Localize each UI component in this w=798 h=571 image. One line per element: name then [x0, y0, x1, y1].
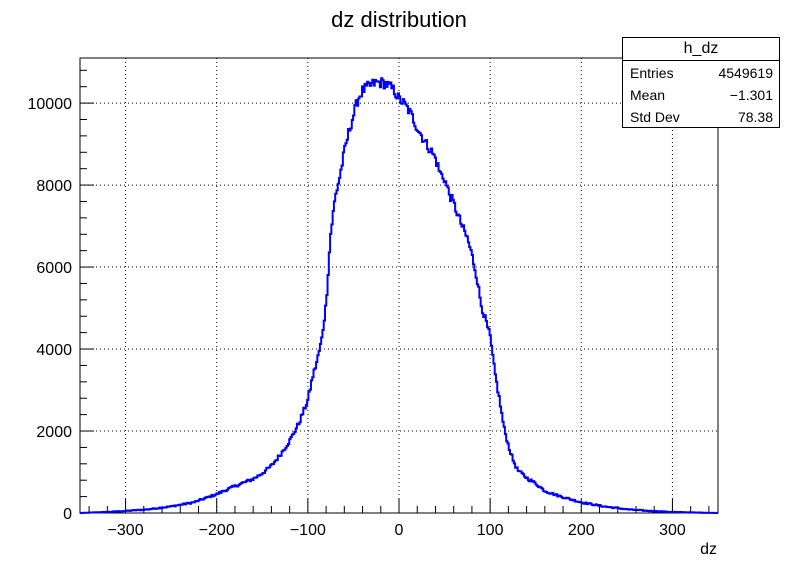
y-axis: 0 2000 4000 6000 8000 10000: [28, 69, 94, 523]
histogram-line: [80, 77, 718, 514]
stats-row-stddev: Std Dev 78.38: [623, 105, 779, 127]
stats-value: −1.301: [729, 87, 773, 103]
stats-title: h_dz: [623, 38, 779, 61]
stats-box: h_dz Entries 4549619 Mean −1.301 Std Dev…: [622, 37, 780, 128]
y-tick-label: 0: [63, 506, 72, 523]
x-tick-label: −300: [108, 522, 144, 539]
y-tick-label: 10000: [28, 96, 73, 113]
stats-row-entries: Entries 4549619: [623, 61, 779, 83]
x-axis-title: dz: [700, 541, 717, 558]
x-tick-label: −100: [290, 522, 326, 539]
stats-label: Entries: [630, 65, 674, 81]
stats-row-mean: Mean −1.301: [623, 83, 779, 105]
x-tick-label: 100: [477, 522, 504, 539]
x-axis: −300 −200 −100 0 100 200 300: [88, 499, 710, 539]
y-tick-label: 8000: [36, 178, 72, 195]
x-tick-label: −200: [199, 522, 235, 539]
chart-title: dz distribution: [331, 7, 467, 32]
stats-label: Std Dev: [630, 109, 680, 125]
stats-label: Mean: [630, 87, 666, 103]
x-tick-label: 300: [659, 522, 686, 539]
stats-value: 78.38: [737, 109, 773, 125]
x-tick-label: 0: [395, 522, 404, 539]
y-tick-label: 4000: [36, 342, 72, 359]
y-tick-label: 2000: [36, 424, 72, 441]
stats-value: 4549619: [718, 65, 773, 81]
y-tick-label: 6000: [36, 260, 72, 277]
x-tick-label: 200: [568, 522, 595, 539]
